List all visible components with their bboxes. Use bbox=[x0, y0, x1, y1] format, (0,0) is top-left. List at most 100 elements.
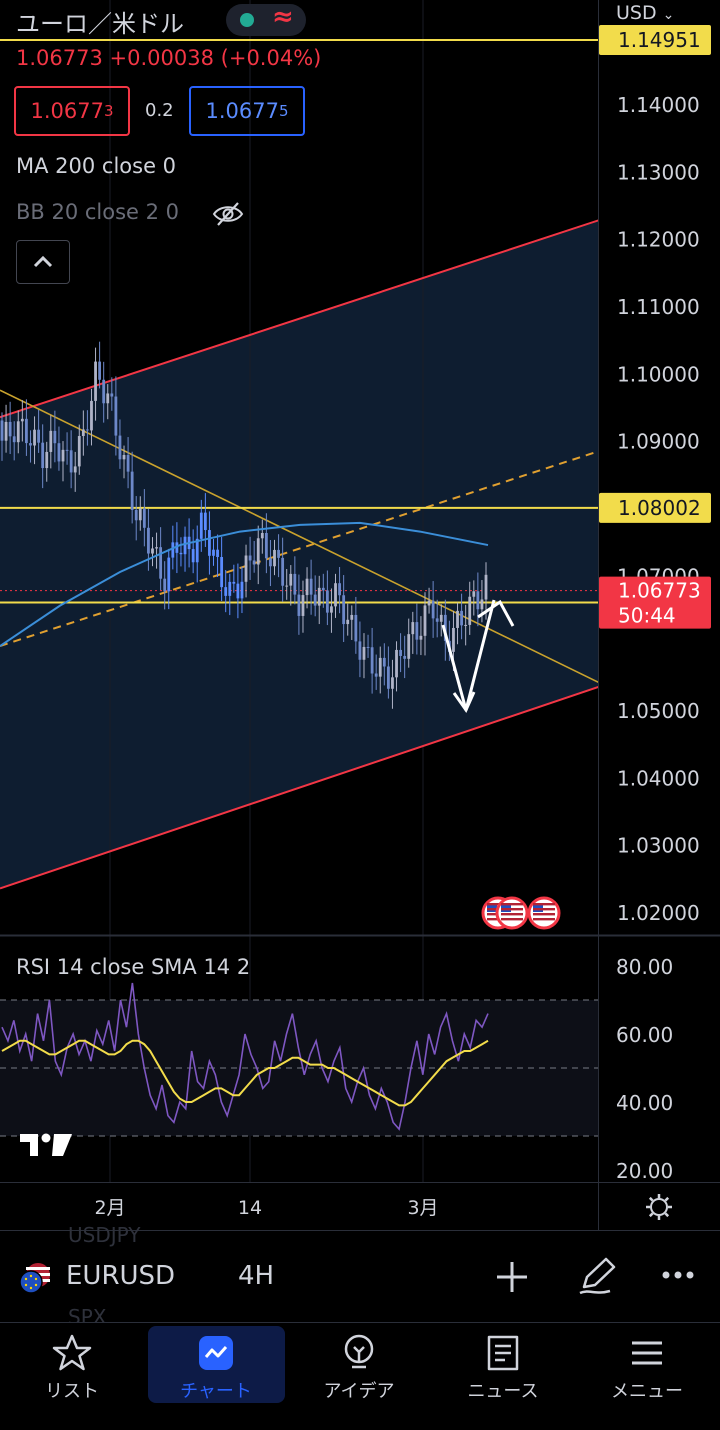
ma-200-line[interactable] bbox=[0, 521, 489, 647]
collapse-legend-button[interactable] bbox=[16, 240, 70, 284]
downtrend-line[interactable] bbox=[0, 389, 600, 683]
candle[interactable] bbox=[476, 572, 480, 627]
candle[interactable] bbox=[289, 565, 293, 606]
rsi-sma-line[interactable] bbox=[1, 1039, 489, 1107]
candle[interactable] bbox=[138, 496, 142, 531]
candle[interactable] bbox=[423, 592, 427, 656]
rsi-line[interactable] bbox=[1, 982, 489, 1131]
candle[interactable] bbox=[281, 537, 285, 602]
candle[interactable] bbox=[41, 424, 45, 489]
candle[interactable] bbox=[151, 537, 154, 567]
candle[interactable] bbox=[8, 401, 12, 454]
candle[interactable] bbox=[252, 540, 256, 573]
candle[interactable] bbox=[53, 410, 57, 463]
nav-tab-chart[interactable]: チャート bbox=[146, 1323, 286, 1403]
symbol-button[interactable]: EURUSD bbox=[66, 1261, 176, 1291]
ma-indicator-label[interactable]: MA 200 close 0 bbox=[16, 154, 177, 178]
candle[interactable] bbox=[0, 412, 4, 461]
candle[interactable] bbox=[191, 529, 195, 574]
drawn-arrow[interactable] bbox=[441, 599, 515, 714]
candle[interactable] bbox=[240, 566, 244, 614]
currency-selector[interactable]: USD ⌄ bbox=[616, 2, 674, 24]
price-chart[interactable]: 1.14000 1.13000 1.12000 1.11000 1.10000 1.090… bbox=[0, 0, 720, 1230]
candle[interactable] bbox=[407, 618, 411, 668]
candle[interactable] bbox=[354, 596, 358, 654]
nav-tab-menu[interactable]: メニュー bbox=[577, 1323, 717, 1403]
candle[interactable] bbox=[16, 410, 20, 454]
candle[interactable] bbox=[29, 430, 32, 463]
candle[interactable] bbox=[460, 593, 463, 640]
candle[interactable] bbox=[391, 659, 394, 709]
candle[interactable] bbox=[114, 376, 118, 456]
channel-mid-line[interactable] bbox=[0, 450, 600, 647]
candle[interactable] bbox=[37, 409, 41, 453]
candle[interactable] bbox=[378, 646, 382, 694]
candle[interactable] bbox=[427, 587, 431, 614]
candle[interactable] bbox=[12, 421, 16, 461]
candle[interactable] bbox=[106, 384, 110, 420]
candle[interactable] bbox=[269, 539, 272, 587]
candle[interactable] bbox=[277, 534, 280, 578]
candle[interactable] bbox=[232, 564, 236, 593]
candle[interactable] bbox=[73, 451, 77, 492]
candle[interactable] bbox=[20, 400, 24, 442]
candle[interactable] bbox=[220, 536, 224, 602]
candle[interactable] bbox=[321, 573, 325, 608]
candle[interactable] bbox=[297, 574, 301, 635]
candle[interactable] bbox=[208, 511, 211, 575]
candle[interactable] bbox=[338, 566, 341, 614]
candle[interactable] bbox=[195, 525, 199, 583]
candle[interactable] bbox=[236, 563, 240, 619]
candle[interactable] bbox=[415, 603, 419, 655]
candle[interactable] bbox=[346, 603, 350, 636]
candle[interactable] bbox=[285, 569, 289, 600]
candle[interactable] bbox=[179, 537, 183, 567]
candle[interactable] bbox=[175, 522, 179, 574]
candle[interactable] bbox=[77, 424, 81, 475]
candle[interactable] bbox=[273, 539, 276, 576]
candle[interactable] bbox=[216, 534, 219, 578]
candle[interactable] bbox=[330, 588, 333, 633]
nav-tab-news[interactable]: ニュース bbox=[433, 1323, 573, 1403]
candle[interactable] bbox=[199, 499, 203, 552]
candle[interactable] bbox=[395, 641, 398, 692]
candle[interactable] bbox=[248, 536, 252, 580]
candle[interactable] bbox=[110, 377, 114, 411]
candle[interactable] bbox=[147, 508, 150, 571]
symbol-title[interactable]: ユーロ／米ドル bbox=[16, 10, 184, 38]
candle[interactable] bbox=[382, 643, 386, 686]
candle[interactable] bbox=[456, 602, 459, 645]
candle[interactable] bbox=[45, 441, 49, 482]
candle[interactable] bbox=[183, 526, 187, 572]
candle[interactable] bbox=[118, 419, 122, 469]
candle[interactable] bbox=[334, 573, 337, 618]
candle[interactable] bbox=[419, 616, 423, 656]
status-badges[interactable]: ≈ bbox=[226, 2, 306, 36]
candle[interactable] bbox=[435, 599, 439, 638]
candle[interactable] bbox=[57, 426, 61, 471]
candle[interactable] bbox=[472, 580, 476, 616]
candle[interactable] bbox=[65, 432, 69, 465]
candle[interactable] bbox=[399, 633, 402, 673]
candle[interactable] bbox=[212, 538, 215, 566]
candle[interactable] bbox=[167, 548, 171, 610]
candle[interactable] bbox=[313, 575, 317, 617]
candle[interactable] bbox=[130, 451, 134, 524]
candle[interactable] bbox=[102, 361, 106, 423]
candle[interactable] bbox=[305, 567, 309, 609]
plus-icon[interactable] bbox=[492, 1257, 532, 1297]
candle[interactable] bbox=[163, 561, 167, 610]
candle[interactable] bbox=[386, 646, 390, 699]
candle[interactable] bbox=[293, 556, 297, 605]
candle[interactable] bbox=[203, 493, 207, 547]
candle[interactable] bbox=[260, 519, 264, 554]
candle[interactable] bbox=[126, 437, 130, 489]
candle[interactable] bbox=[155, 532, 158, 569]
candle[interactable] bbox=[317, 575, 321, 625]
candle[interactable] bbox=[25, 399, 28, 456]
candle[interactable] bbox=[464, 604, 468, 646]
us-flag-icon[interactable] bbox=[527, 896, 561, 930]
candle[interactable] bbox=[98, 341, 102, 389]
more-icon[interactable] bbox=[660, 1265, 696, 1285]
candle[interactable] bbox=[4, 404, 8, 453]
